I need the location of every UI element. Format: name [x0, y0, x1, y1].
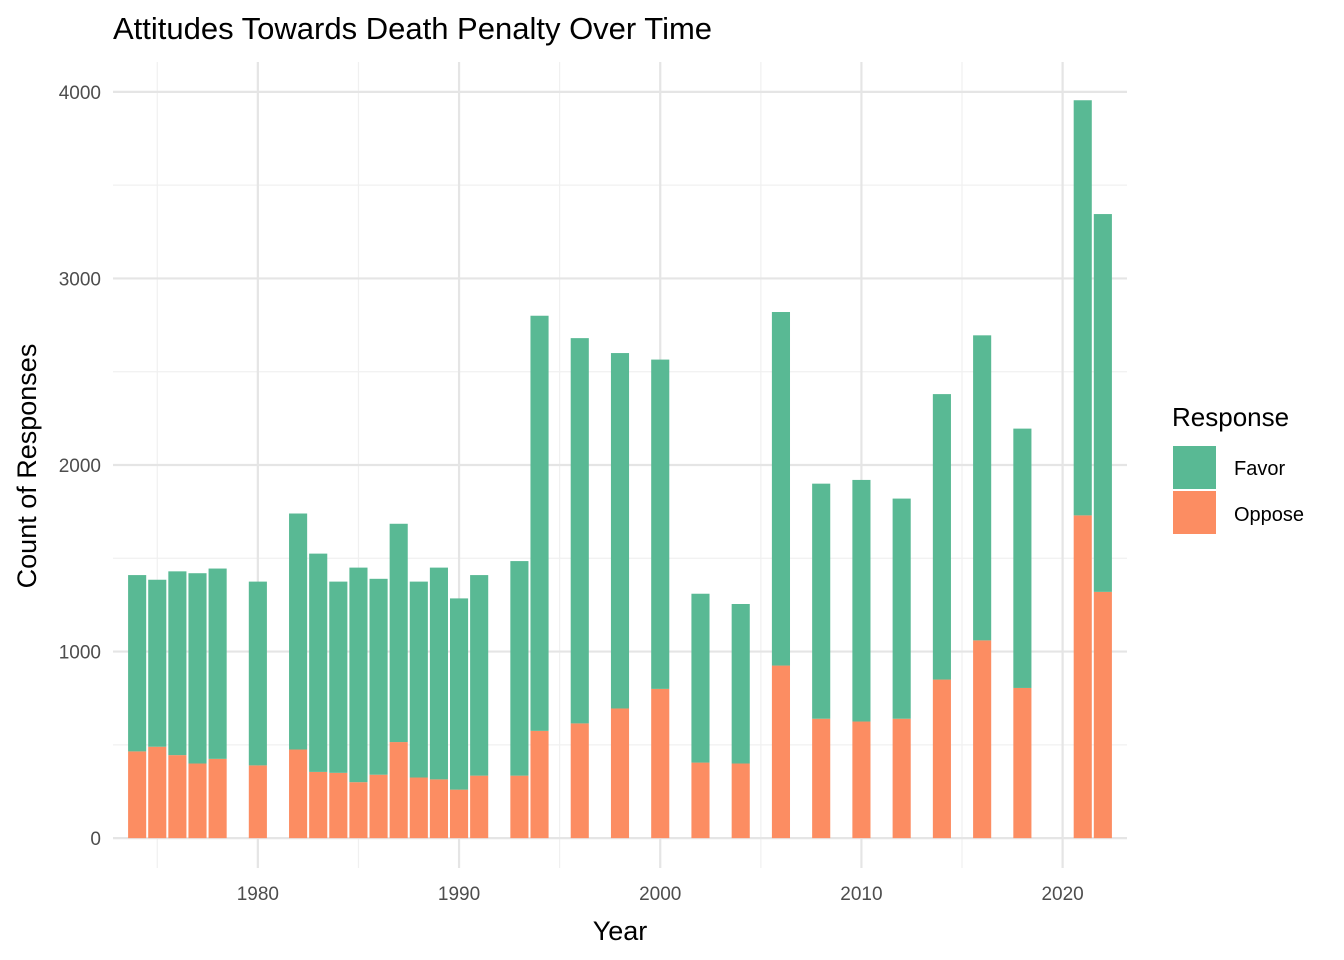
bar-oppose-1988 [409, 777, 428, 839]
bar-oppose-1982 [289, 749, 308, 839]
y-axis-ticks: 0 1000 2000 3000 4000 [59, 83, 101, 850]
bar-favor-2004 [731, 603, 750, 764]
bar-oppose-1978 [208, 758, 227, 839]
y-tick-label: 0 [90, 829, 101, 850]
bar-oppose-1989 [429, 779, 448, 839]
bar-favor-1985 [349, 567, 368, 783]
y-tick-label: 4000 [59, 83, 101, 104]
bar-oppose-2016 [973, 640, 992, 839]
bar-oppose-1976 [168, 755, 187, 839]
x-tick-label: 2020 [1041, 884, 1083, 905]
bar-favor-2008 [812, 483, 831, 719]
bar-oppose-1984 [329, 772, 348, 839]
bar-oppose-1983 [309, 771, 328, 839]
bar-oppose-1977 [188, 763, 207, 839]
bar-favor-2010 [852, 479, 871, 722]
bar-favor-1986 [369, 578, 388, 775]
bar-favor-1977 [188, 573, 207, 764]
x-axis-title: Year [593, 916, 648, 946]
x-tick-label: 2010 [840, 884, 882, 905]
bar-oppose-1990 [449, 789, 469, 839]
legend-swatch-favor [1173, 446, 1216, 489]
bar-favor-2012 [892, 498, 911, 719]
bar-favor-1998 [610, 353, 630, 709]
y-tick-label: 2000 [59, 456, 101, 477]
bar-favor-1982 [289, 513, 308, 750]
bar-oppose-1987 [389, 742, 408, 839]
y-axis-title: Count of Responses [12, 344, 42, 589]
legend-swatch-oppose [1173, 491, 1216, 534]
y-tick-label: 3000 [59, 269, 101, 290]
bar-oppose-2008 [812, 718, 831, 839]
chart-title: Attitudes Towards Death Penalty Over Tim… [113, 11, 712, 46]
bars [128, 100, 1112, 839]
bar-favor-1980 [248, 581, 267, 766]
legend-label-favor: Favor [1234, 458, 1285, 480]
bar-favor-2018 [1013, 428, 1032, 688]
bar-oppose-2012 [892, 718, 911, 839]
bar-favor-1975 [148, 579, 167, 747]
x-axis-ticks: 1980 1990 2000 2010 2020 [237, 884, 1084, 905]
bar-oppose-1991 [470, 775, 489, 839]
bar-oppose-1994 [530, 730, 549, 839]
bar-favor-1978 [208, 568, 227, 759]
bar-favor-2002 [691, 593, 710, 763]
bar-favor-1976 [168, 571, 187, 756]
bar-oppose-2000 [651, 688, 670, 839]
bar-favor-1984 [329, 581, 348, 773]
bar-favor-2022 [1093, 214, 1112, 592]
bar-oppose-1996 [570, 723, 589, 839]
bar-oppose-1980 [248, 765, 267, 839]
bar-oppose-2004 [731, 763, 750, 839]
bar-oppose-1993 [510, 775, 529, 839]
bar-oppose-2021 [1073, 515, 1092, 839]
bar-oppose-2022 [1093, 591, 1112, 839]
legend-label-oppose: Oppose [1234, 504, 1304, 526]
bar-oppose-2006 [771, 665, 791, 839]
bar-favor-2014 [932, 394, 951, 680]
bar-oppose-1998 [610, 708, 630, 839]
bar-favor-1989 [429, 567, 448, 780]
bar-oppose-2018 [1013, 687, 1032, 839]
bar-favor-2021 [1073, 100, 1092, 516]
bar-favor-1983 [309, 553, 328, 772]
bar-favor-2006 [771, 312, 791, 666]
bar-oppose-2014 [932, 679, 951, 839]
legend-title: Response [1172, 402, 1289, 432]
bar-favor-1988 [409, 581, 428, 778]
bar-oppose-2010 [852, 721, 871, 839]
x-tick-label: 1990 [438, 884, 480, 905]
y-tick-label: 1000 [59, 643, 101, 664]
bar-favor-2000 [651, 359, 670, 689]
bar-favor-1991 [470, 575, 489, 776]
bar-oppose-1985 [349, 782, 368, 839]
bar-favor-1974 [128, 575, 147, 752]
x-tick-label: 2000 [639, 884, 681, 905]
x-tick-label: 1980 [237, 884, 279, 905]
bar-oppose-1974 [128, 751, 147, 839]
bar-oppose-1975 [148, 746, 167, 839]
bar-favor-1987 [389, 523, 408, 743]
bar-oppose-2002 [691, 762, 710, 839]
bar-favor-1996 [570, 338, 589, 724]
bar-favor-1993 [510, 561, 529, 776]
bar-favor-1990 [449, 598, 469, 790]
legend: Response Favor Oppose [1172, 402, 1304, 534]
bar-oppose-1986 [369, 774, 388, 839]
bar-favor-2016 [973, 335, 992, 641]
bar-favor-1994 [530, 315, 549, 731]
